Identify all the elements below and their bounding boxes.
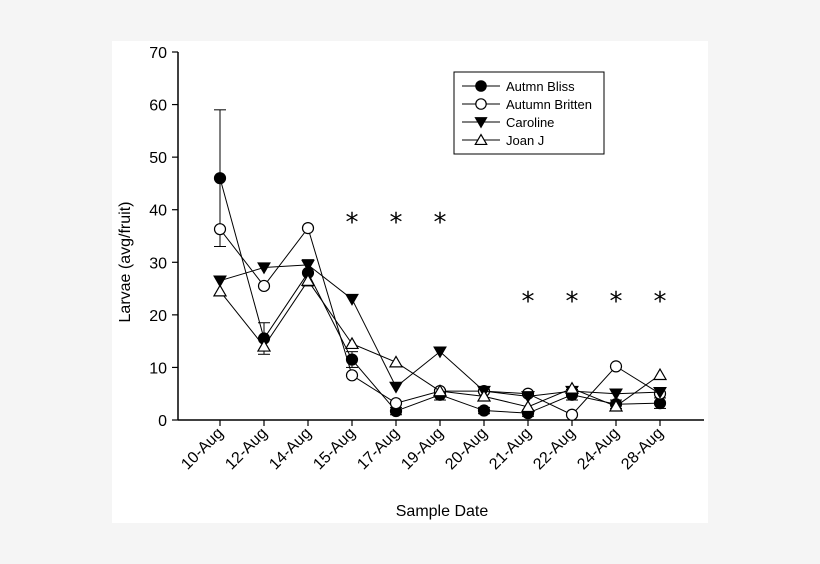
data-point [608,399,624,412]
data-point [433,346,447,359]
data-point [345,353,359,366]
data-point [389,381,403,394]
data-point [565,408,579,421]
data-point [301,222,315,235]
y-tick-label: 20 [149,308,167,325]
significance-marker: * [610,287,623,317]
series-line [219,264,661,397]
chart-panel: 0 10 20 30 40 50 60 70 10-Aug 12-Aug 14-Aug 15-Aug 1… [112,41,708,523]
data-point [257,279,271,293]
series-joan-j [212,273,668,413]
annotation-layer: * * * * * * * [346,208,667,317]
data-point [213,172,227,185]
legend-marker [475,98,487,110]
data-point [609,360,623,373]
data-point [256,339,272,352]
y-tick-label: 60 [149,98,167,115]
data-point [476,389,492,402]
data-point [389,397,403,410]
legend-label: Joan J [506,133,544,148]
x-tick-label: 12-Aug [222,425,271,474]
data-point [653,386,667,399]
x-tick-label: 24-Aug [574,425,623,474]
x-tick-label: 15-Aug [310,425,359,474]
legend-label: Caroline [506,115,554,130]
series-caroline [213,259,667,404]
legend-marker [474,117,488,129]
x-tick-label: 10-Aug [178,425,227,474]
significance-marker: * [346,208,359,238]
data-point [521,391,535,404]
data-point [257,262,271,275]
data-point [564,381,580,394]
data-point [432,384,448,397]
y-tick-label: 40 [149,203,167,220]
x-tick-label: 21-Aug [486,425,535,474]
data-point [301,259,315,272]
y-tick-label: 0 [158,413,167,430]
x-tick-label: 17-Aug [354,425,403,474]
series-autumn-britten [213,222,667,421]
data-point [652,367,668,381]
legend-label: Autmn Bliss [506,79,575,94]
y-tick-label: 30 [149,255,167,272]
series-autmn-bliss [213,109,667,420]
legend: Autmn Bliss Autumn Britten Caroline Joan J [453,71,605,155]
significance-marker: * [654,287,667,317]
significance-marker: * [522,287,535,317]
x-tick-label: 19-Aug [398,425,447,474]
y-axis-title: Larvae (avg/fruit) [117,202,134,323]
larvae-line-chart: 01020304050607010-Aug12-Aug14-Aug15-Aug1… [117,45,704,520]
y-tick-label: 10 [149,360,167,377]
data-point [520,399,536,413]
x-axis-title: Sample Date [396,503,489,520]
y-tick-label: 50 [149,150,167,167]
legend-label: Autumn Britten [506,97,592,112]
y-tick-label: 70 [149,45,167,62]
legend-marker [474,133,488,146]
x-tick-label: 22-Aug [530,425,579,474]
data-point [477,404,491,417]
x-tick-label: 14-Aug [266,425,315,474]
data-point [213,275,227,288]
data-point [213,223,227,236]
data-point [609,388,623,401]
significance-marker: * [434,208,447,238]
data-point [388,355,404,368]
series-layer [212,109,668,421]
x-tick-label: 28-Aug [618,425,667,474]
data-point [212,284,228,297]
significance-marker: * [390,208,403,238]
data-point [345,369,359,382]
legend-marker [475,80,487,92]
data-point [345,293,359,306]
x-tick-label: 20-Aug [442,425,491,474]
significance-marker: * [566,287,579,317]
data-point [300,273,316,286]
data-point [344,336,360,350]
